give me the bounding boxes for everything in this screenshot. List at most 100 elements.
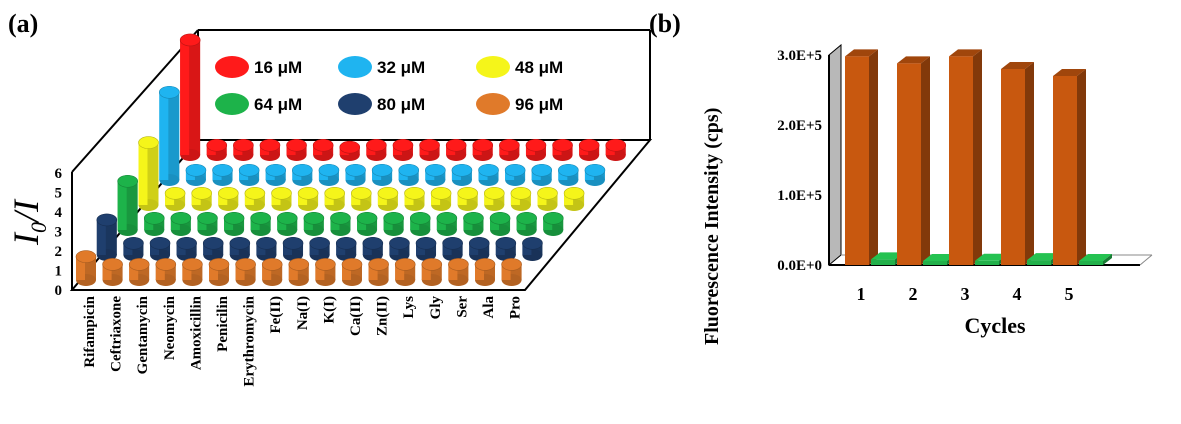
- panel-a-bar: [155, 258, 177, 286]
- panel-b-bar-on: [897, 56, 930, 266]
- legend-item: 64 μM: [215, 93, 302, 115]
- panel-a-bar: [584, 163, 606, 186]
- panel-a-category-label: Neomycin: [162, 295, 178, 360]
- panel-b-ytick-label: 1.0E+5: [777, 188, 822, 204]
- panel-a-bar: [504, 163, 526, 186]
- panel-a-bar: [377, 187, 399, 211]
- panel-b-category-label: 2: [909, 284, 918, 304]
- panel-a-category-label: Rifampicin: [82, 295, 98, 367]
- panel-a-bar: [489, 212, 511, 236]
- panel-a-bar: [75, 250, 97, 286]
- panel-a-bar: [202, 237, 224, 261]
- panel-a-bar: [495, 237, 517, 261]
- panel-a-legend: 16 μM 32 μM 48 μM 64 μM 80 μM 96 μM: [215, 56, 563, 115]
- panel-a-bar: [339, 140, 361, 161]
- panel-a-bar: [451, 163, 473, 186]
- panel-a-bar: [368, 258, 389, 286]
- panel-a-bar: [525, 138, 547, 161]
- panel-a-bar: [164, 187, 186, 211]
- legend-label: 96 μM: [515, 95, 563, 114]
- panel-a-ytick-label: 4: [55, 205, 63, 221]
- panel-a-bar: [445, 138, 467, 161]
- panel-a-bar: [409, 212, 431, 236]
- panel-a-bar: [558, 163, 579, 186]
- panel-a-bar: [149, 237, 171, 261]
- panel-a-bar: [102, 258, 123, 286]
- panel-b-bar-on: [1053, 69, 1086, 265]
- panel-b-label: (b): [649, 9, 681, 38]
- panel-a-bar: [335, 237, 357, 261]
- panel-a-bar: [312, 138, 334, 161]
- legend-item: 96 μM: [476, 93, 563, 115]
- panel-a-category-label: Ala: [481, 296, 497, 319]
- panel-b-ytick-label: 2.0E+5: [777, 118, 822, 134]
- panel-a-bar: [578, 138, 600, 161]
- panel-a-bar: [309, 237, 330, 261]
- panel-a-bar: [117, 174, 138, 236]
- panel-a-bar: [531, 163, 553, 186]
- panel-a-ytick-label: 6: [55, 166, 63, 182]
- panel-b-xlabel: Cycles: [964, 313, 1026, 338]
- legend-item: 80 μM: [338, 93, 425, 115]
- panel-a-bar: [286, 138, 307, 161]
- panel-b-category-label: 1: [857, 284, 866, 304]
- panel-a-categories: Rifampicin Ceftriaxone Gentamycin Neomycin A…: [82, 295, 524, 386]
- panel-a-bar: [315, 258, 336, 286]
- panel-a-bar: [537, 187, 558, 211]
- panel-a-ytick-label: 5: [55, 186, 63, 202]
- panel-a-category-label: Lys: [401, 296, 417, 319]
- panel-a-bar: [499, 138, 520, 161]
- panel-a-ytick-label: 3: [55, 225, 63, 241]
- panel-a-bar: [522, 237, 543, 261]
- panel-a-category-label: Ceftriaxone: [109, 296, 125, 372]
- panel-a-bar: [605, 138, 627, 161]
- panel-a-bar: [318, 163, 340, 186]
- panel-a-category-label: Ca(II): [348, 296, 364, 336]
- legend-label: 80 μM: [377, 95, 425, 114]
- panel-a-ytick-label: 2: [55, 244, 63, 260]
- panel-a-bar: [96, 213, 118, 261]
- panel-a-bar: [341, 258, 363, 286]
- panel-a-bar: [389, 237, 410, 261]
- panel-a-bar: [330, 212, 351, 236]
- panel-a-bar: [292, 163, 313, 186]
- panel-a-bar: [244, 187, 266, 211]
- panel-a-bar: [265, 163, 287, 186]
- panel-a-bars: [75, 33, 627, 286]
- panel-a-bar: [303, 212, 325, 236]
- panel-a-bar: [229, 237, 251, 261]
- panel-a-category-label: Erythromycin: [242, 295, 258, 386]
- panel-a-bar: [371, 163, 393, 186]
- panel-a-bar: [442, 237, 463, 261]
- panel-a-bar: [238, 163, 260, 186]
- panel-a-bar: [392, 138, 414, 161]
- panel-a-bar: [356, 212, 378, 236]
- legend-swatch: [338, 93, 372, 115]
- panel-a-bar: [297, 187, 319, 211]
- panel-b-ylabel: Fluorescence Intensity (cps): [701, 108, 723, 345]
- legend-swatch: [215, 93, 249, 115]
- panel-a-bar: [404, 187, 425, 211]
- panel-a-bar: [138, 136, 159, 211]
- panel-a-bar: [425, 163, 446, 186]
- legend-item: 16 μM: [215, 56, 302, 78]
- panel-a-bar: [421, 258, 443, 286]
- panel-a-bar: [468, 237, 490, 261]
- panel-b-ytick-label: 0.0E+0: [777, 258, 822, 274]
- panel-a-bar: [212, 163, 233, 186]
- panel-a-bar: [394, 258, 416, 286]
- panel-a-category-label: Amoxicillin: [188, 295, 204, 370]
- legend-swatch: [215, 56, 249, 78]
- panel-a-bar: [250, 212, 271, 236]
- panel-a-bar: [542, 212, 564, 236]
- panel-a-bar: [259, 138, 281, 161]
- legend-item: 48 μM: [476, 56, 563, 78]
- panel-a-bar: [324, 187, 346, 211]
- panel-a-bar: [143, 212, 165, 236]
- panel-a-bar: [233, 138, 254, 161]
- panel-a-bar: [510, 187, 532, 211]
- panel-a-bar: [436, 212, 458, 236]
- panel-a-bar: [206, 138, 228, 161]
- panel-a-bar: [419, 138, 440, 161]
- panel-a-bar: [288, 258, 310, 286]
